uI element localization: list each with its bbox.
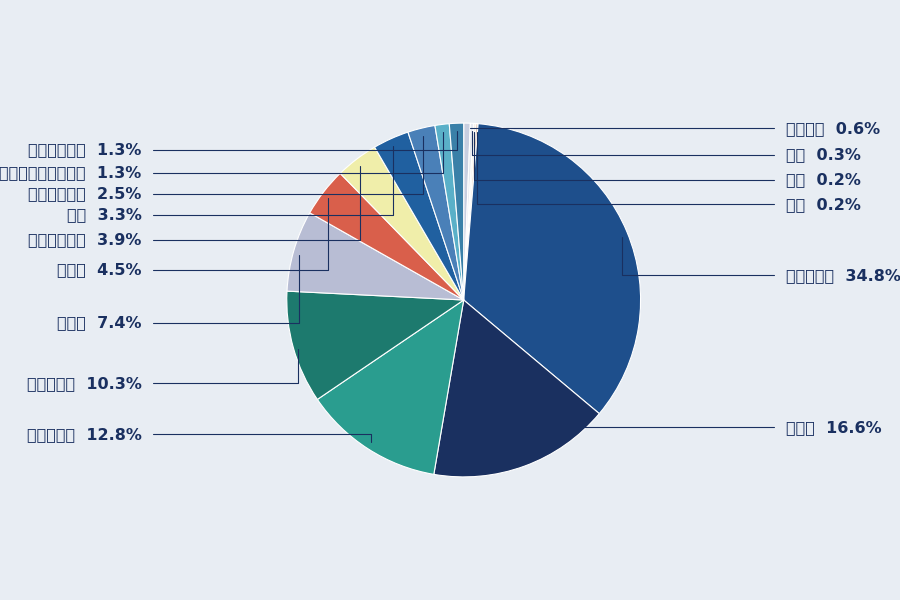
Text: サービス業  12.8%: サービス業 12.8% (27, 427, 141, 442)
Wedge shape (464, 123, 471, 300)
Text: 金融・保険業  2.5%: 金融・保険業 2.5% (28, 187, 141, 202)
Wedge shape (435, 124, 464, 300)
Wedge shape (287, 291, 464, 400)
Wedge shape (464, 124, 476, 300)
Wedge shape (449, 123, 464, 300)
Wedge shape (318, 300, 464, 475)
Wedge shape (464, 124, 641, 413)
Text: 不動産業  0.6%: 不動産業 0.6% (786, 121, 880, 136)
Wedge shape (310, 173, 464, 300)
Wedge shape (340, 147, 464, 300)
Text: 電気・ガス・水道業  1.3%: 電気・ガス・水道業 1.3% (0, 165, 141, 180)
Wedge shape (464, 124, 478, 300)
Wedge shape (287, 213, 464, 300)
Text: 大学院進学  34.8%: 大学院進学 34.8% (786, 268, 900, 283)
Wedge shape (374, 132, 464, 300)
Text: 公務員  4.5%: 公務員 4.5% (58, 262, 141, 277)
Text: 情報通信業  10.3%: 情報通信業 10.3% (27, 376, 141, 391)
Wedge shape (464, 123, 473, 300)
Text: 製造業  16.6%: 製造業 16.6% (786, 420, 881, 435)
Wedge shape (434, 300, 599, 477)
Text: 医療  0.3%: 医療 0.3% (786, 148, 860, 163)
Text: 卐売・小売業  3.9%: 卐売・小売業 3.9% (28, 232, 141, 247)
Text: 自営  0.2%: 自営 0.2% (786, 197, 860, 212)
Text: 建設業  7.4%: 建設業 7.4% (58, 316, 141, 331)
Text: 教育  0.2%: 教育 0.2% (786, 172, 860, 187)
Text: 教員  3.3%: 教員 3.3% (67, 208, 141, 223)
Wedge shape (408, 125, 464, 300)
Text: 運輸・郵便業  1.3%: 運輸・郵便業 1.3% (28, 142, 141, 157)
